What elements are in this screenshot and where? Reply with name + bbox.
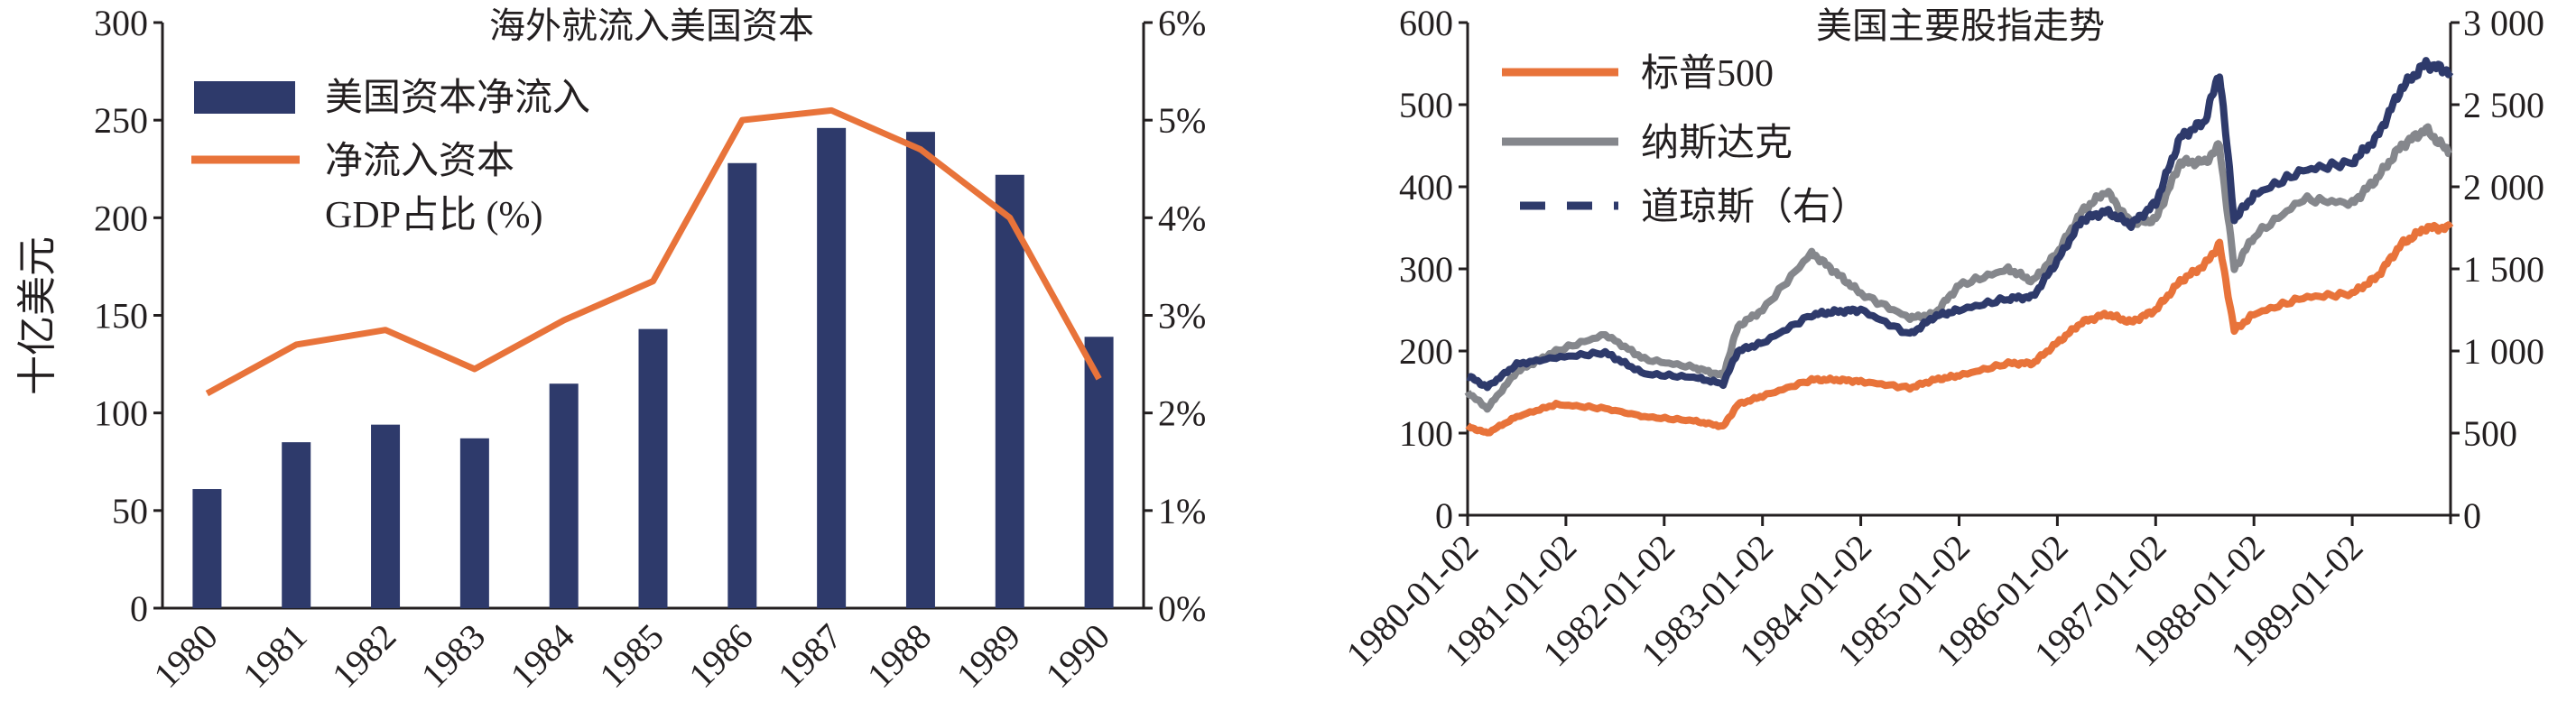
y-tick-label: 300: [1399, 249, 1453, 290]
y-tick-label: 300: [94, 3, 148, 43]
x-tick-label: 1989: [949, 616, 1028, 696]
y2-tick-label: 3%: [1158, 296, 1206, 337]
y2-tick-label: 4%: [1158, 198, 1206, 238]
y2-tick-label: 0%: [1158, 588, 1206, 629]
y-tick-label: 100: [1399, 413, 1453, 454]
x-tick-label: 1986: [681, 616, 760, 696]
bar-1985: [638, 328, 668, 608]
bar-1990: [1084, 337, 1114, 608]
bar-1981: [282, 442, 311, 608]
y2-tick-label: 3 000: [2463, 3, 2544, 43]
y2-tick-label: 1%: [1158, 491, 1206, 531]
bar-1987: [817, 127, 847, 608]
y-tick-label: 600: [1399, 3, 1453, 43]
x-tick-label: 1988: [859, 616, 939, 696]
legend-swatch-bar: [194, 81, 295, 114]
bar-1983: [459, 438, 489, 608]
series-line-0: [1465, 221, 2454, 437]
x-tick-label: 1985: [591, 616, 671, 696]
y2-tick-label: 2%: [1158, 393, 1206, 434]
y-tick-label: 0: [130, 588, 148, 629]
y2-tick-label: 0: [2463, 495, 2481, 536]
y-tick-label: 250: [94, 100, 148, 141]
y-tick-label: 50: [112, 491, 148, 531]
legend-label-bar: 美国资本净流入: [325, 78, 590, 119]
y2-tick-label: 1 000: [2463, 331, 2544, 372]
y2-tick-label: 1 500: [2463, 249, 2544, 290]
y-axis-label: 十亿美元: [15, 236, 60, 395]
x-tick-label: 1983: [413, 616, 493, 696]
y-tick-label: 200: [94, 198, 148, 238]
y2-tick-label: 6%: [1158, 3, 1206, 43]
y-tick-label: 100: [94, 393, 148, 434]
x-tick-label: 1984: [503, 616, 582, 696]
x-tick-label: 1980: [145, 616, 225, 696]
legend-label-line-2: GDP占比 (%): [325, 195, 542, 236]
chart-title: 美国主要股指走势: [1816, 5, 2105, 46]
y2-tick-label: 5%: [1158, 100, 1206, 141]
series-line-1: [1464, 123, 2452, 413]
x-tick-label: 1987: [770, 616, 849, 696]
y2-tick-label: 2 500: [2463, 85, 2544, 125]
y2-tick-label: 500: [2463, 413, 2517, 454]
series-line-2: [1465, 57, 2454, 392]
y-tick-label: 0: [1435, 495, 1453, 536]
chart-title: 海外就流入美国资本: [489, 5, 814, 46]
legend-label-2: 道琼斯（右）: [1641, 187, 1868, 228]
x-tick-label: 1990: [1038, 616, 1117, 696]
y2-tick-label: 2 000: [2463, 167, 2544, 208]
y-tick-label: 200: [1399, 331, 1453, 372]
bar-1980: [192, 489, 222, 608]
y-tick-label: 150: [94, 296, 148, 337]
y-tick-label: 500: [1399, 85, 1453, 125]
legend-label-0: 标普500: [1641, 53, 1774, 95]
y-tick-label: 400: [1399, 167, 1453, 208]
bar-1989: [995, 174, 1024, 609]
x-tick-label: 1982: [324, 616, 403, 696]
bar-1988: [905, 132, 935, 608]
legend-label-1: 纳斯达克: [1641, 123, 1793, 164]
bar-1984: [549, 383, 579, 608]
bar-1982: [371, 424, 401, 608]
bar-1986: [727, 162, 757, 608]
x-tick-label: 1981: [235, 616, 314, 696]
legend-label-line: 净流入资本: [325, 141, 514, 182]
